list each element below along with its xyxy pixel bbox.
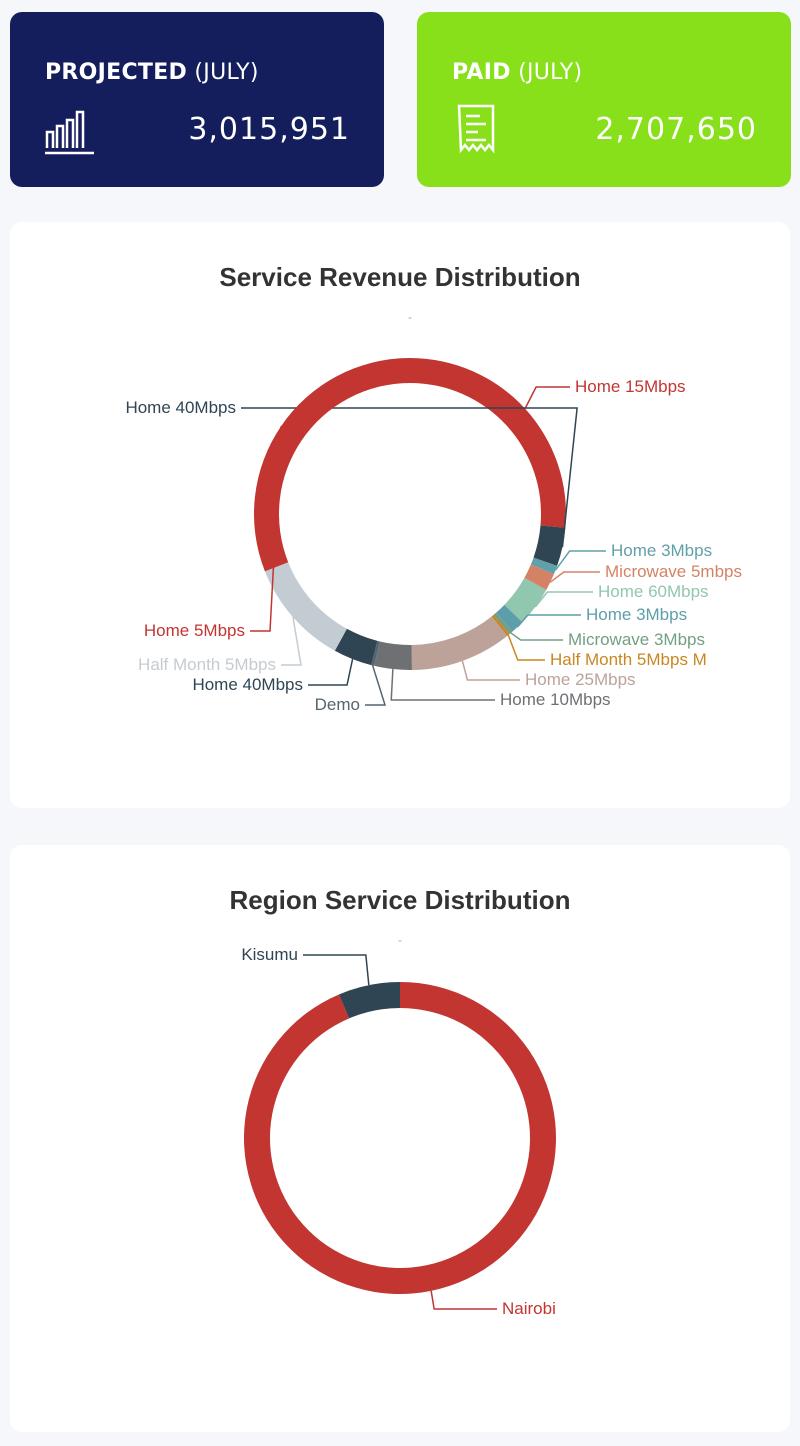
leader-line (554, 550, 606, 571)
leader-line (534, 591, 593, 608)
slice-label: Home 10Mbps (500, 690, 611, 709)
region-service-panel: Region Service Distribution - Nairobi Kis… (10, 845, 790, 1432)
paid-title: PAID (JULY) (452, 60, 583, 85)
leader-line (390, 669, 495, 701)
bar-chart-icon (44, 108, 96, 161)
slice-label: Home 25Mbps (525, 670, 636, 689)
leader-line (549, 571, 600, 583)
leader-line (281, 617, 302, 666)
leader-line (308, 658, 354, 686)
projected-title: PROJECTED (JULY) (45, 60, 259, 85)
slice-label: Half Month 5Mbps (138, 655, 276, 674)
slice-demo[interactable] (371, 640, 380, 666)
leader-line (510, 632, 563, 641)
slice-home-40mbps[interactable] (334, 628, 378, 666)
paid-card: PAID (JULY) 2,707,650 (417, 12, 791, 187)
slice-home-25mbps[interactable] (411, 616, 508, 670)
slice-home-5mbps[interactable] (253, 358, 410, 572)
leader-line (507, 634, 545, 661)
chart-subtitle: - (398, 933, 402, 947)
leader-line (516, 614, 581, 628)
chart-title: Region Service Distribution (230, 885, 571, 915)
receipt-icon (457, 104, 497, 161)
leader-line (430, 1290, 497, 1310)
slice-label: Demo (315, 695, 360, 714)
slice-home-40mbps[interactable] (533, 525, 566, 566)
slice-label: Nairobi (502, 1299, 556, 1318)
slice-label: Kisumu (241, 945, 298, 964)
slice-label: Home 5Mbps (144, 621, 245, 640)
chart-subtitle: - (408, 310, 412, 324)
slice-label: Home 3Mbps (586, 605, 687, 624)
leader-line (250, 426, 282, 632)
region-service-donut: Region Service Distribution - Nairobi Kis… (230, 885, 571, 1318)
leader-line (303, 954, 370, 986)
leader-line (524, 386, 570, 409)
slice-home-60mbps[interactable] (504, 577, 547, 623)
slice-nairobi[interactable] (244, 982, 557, 1294)
slice-label: Home 15Mbps (575, 377, 686, 396)
leader-line (461, 660, 520, 681)
slice-kisumu[interactable] (338, 982, 400, 1019)
chart-title: Service Revenue Distribution (219, 262, 580, 292)
slice-home-10mbps[interactable] (374, 641, 412, 670)
slice-home-3mbps[interactable] (496, 604, 523, 632)
slice-label: Home 3Mbps (611, 541, 712, 560)
service-revenue-donut: Service Revenue Distribution - Home 15Mb… (125, 262, 742, 714)
slice-half-month-5mbps-m[interactable] (491, 614, 510, 637)
slice-label: Home 60Mbps (598, 582, 709, 601)
projected-value: 3,015,951 (188, 112, 350, 147)
slice-label: Half Month 5Mbps M (550, 650, 707, 669)
projected-card: PROJECTED (JULY) 3,015,951 (10, 12, 384, 187)
leader-line (365, 665, 387, 706)
slice-half-month-5mbps[interactable] (264, 562, 347, 651)
slice-label: Home 40Mbps (125, 398, 236, 417)
service-revenue-panel: Service Revenue Distribution - Home 15Mb… (10, 222, 790, 808)
slice-label: Microwave 5mbps (605, 562, 742, 581)
slice-home-3mbps[interactable] (530, 557, 558, 575)
paid-value: 2,707,650 (595, 112, 757, 147)
slice-label: Microwave 3Mbps (568, 630, 705, 649)
slice-microwave-5mbps[interactable] (524, 564, 554, 591)
slice-microwave-3mbps[interactable] (493, 612, 513, 635)
slice-label: Home 40Mbps (192, 675, 303, 694)
slice-home-15mbps[interactable] (410, 358, 566, 528)
leader-line (241, 407, 578, 548)
